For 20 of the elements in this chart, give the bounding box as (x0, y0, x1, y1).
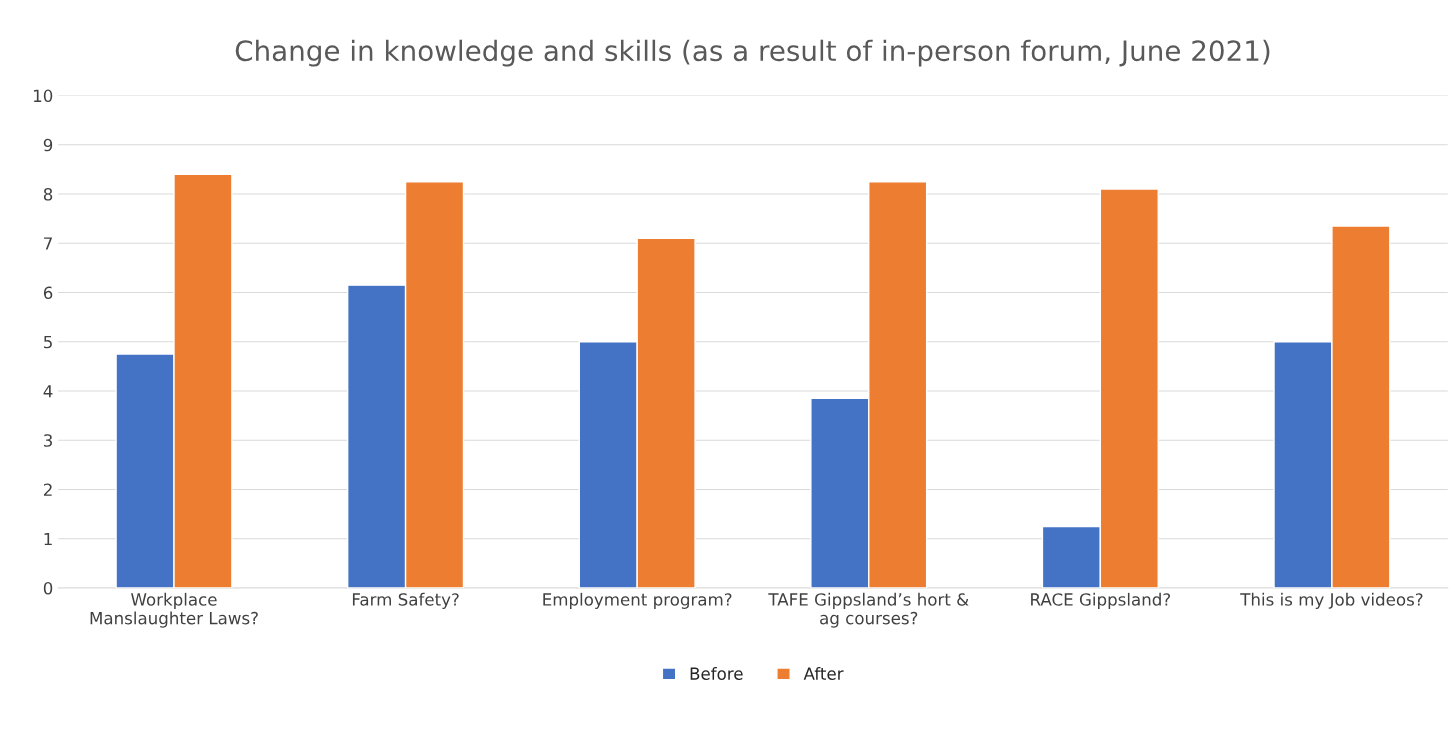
y-tick-label: 9 (43, 138, 53, 152)
legend-label: Before (690, 667, 743, 680)
y-tick-label: 4 (43, 385, 53, 398)
y-tick-label: 2 (43, 483, 52, 496)
y-tick-label: 5 (44, 335, 52, 349)
y-tick-label: 10 (33, 89, 53, 103)
y-tick-label: 6 (43, 286, 53, 300)
x-tick-label: This is my Job videos? (1240, 592, 1423, 609)
x-tick-label: TAFE Gippsland’s hort & ag courses? (768, 592, 969, 628)
y-tick-label: 3 (44, 434, 52, 447)
y-tick-label: 8 (43, 188, 53, 201)
x-tick-label: Employment program? (543, 592, 732, 609)
x-tick-label: RACE Gippsland? (1031, 592, 1171, 609)
x-tick-label: Workplace Manslaughter Laws? (90, 592, 258, 628)
y-tick-label: 1 (44, 532, 52, 546)
y-tick-label: 0 (43, 581, 53, 595)
x-tick-label: Farm Safety? (352, 592, 459, 609)
legend-label: After (803, 667, 844, 680)
y-tick-label: 7 (44, 237, 52, 250)
chart-title: Change in knowledge and skills (as a result of in-person forum, June 2021) (235, 39, 1270, 67)
